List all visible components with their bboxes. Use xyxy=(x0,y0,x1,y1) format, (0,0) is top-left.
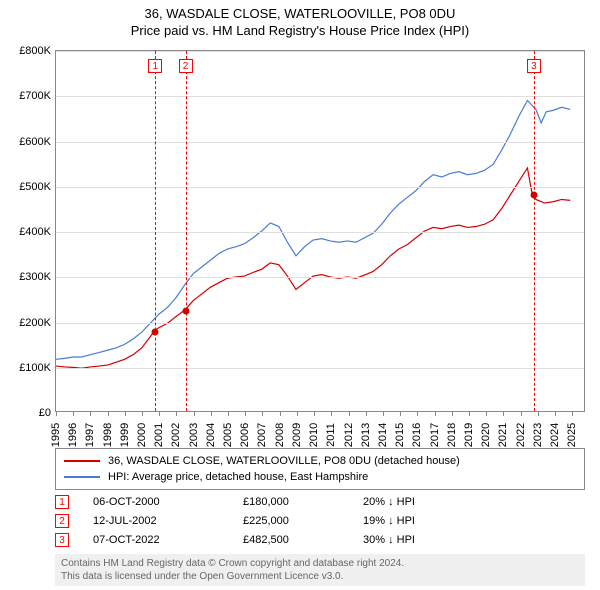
marker-guideline xyxy=(155,51,156,411)
x-axis-label: 1998 xyxy=(102,420,114,450)
x-axis-label: 2020 xyxy=(480,420,492,450)
x-axis-label: 1995 xyxy=(50,420,62,450)
marker-guideline xyxy=(186,51,187,411)
y-axis-label: £400K xyxy=(6,226,51,238)
x-axis-label: 2004 xyxy=(205,420,217,450)
marker-guideline xyxy=(534,51,535,411)
y-axis-label: £200K xyxy=(6,317,51,329)
chart-lines-layer xyxy=(56,51,584,411)
marker-dot xyxy=(530,191,537,198)
sale-hpi-delta: 19% ↓ HPI xyxy=(363,515,415,527)
price-chart: £0£100K£200K£300K£400K£500K£600K£700K£80… xyxy=(55,50,585,412)
x-axis-label: 2009 xyxy=(291,420,303,450)
legend-item-price-paid: 36, WASDALE CLOSE, WATERLOOVILLE, PO8 0D… xyxy=(64,453,576,469)
legend-item-hpi: HPI: Average price, detached house, East… xyxy=(64,469,576,485)
x-axis-label: 2003 xyxy=(188,420,200,450)
sale-marker-box: 1 xyxy=(55,495,69,509)
marker-box-1: 1 xyxy=(148,59,162,73)
attribution-line-1: Contains HM Land Registry data © Crown c… xyxy=(61,557,579,570)
marker-box-3: 3 xyxy=(527,59,541,73)
x-axis-label: 1996 xyxy=(67,420,79,450)
sale-price: £482,500 xyxy=(243,534,363,546)
x-axis-label: 2019 xyxy=(463,420,475,450)
sale-date: 12-JUL-2002 xyxy=(93,515,243,527)
x-axis-label: 2015 xyxy=(394,420,406,450)
sale-row: 2 12-JUL-2002£225,00019% ↓ HPI xyxy=(55,511,585,530)
marker-dot xyxy=(182,308,189,315)
x-axis-label: 2014 xyxy=(377,420,389,450)
x-axis-label: 2011 xyxy=(325,420,337,450)
attribution-footer: Contains HM Land Registry data © Crown c… xyxy=(55,554,585,586)
sale-row: 1 06-OCT-2000£180,00020% ↓ HPI xyxy=(55,492,585,511)
x-axis-label: 2023 xyxy=(532,420,544,450)
y-axis-label: £800K xyxy=(6,45,51,57)
sale-date: 07-OCT-2022 xyxy=(93,534,243,546)
y-axis-label: £600K xyxy=(6,136,51,148)
x-axis-label: 2022 xyxy=(515,420,527,450)
x-axis-label: 2000 xyxy=(136,420,148,450)
x-axis-label: 2024 xyxy=(549,420,561,450)
legend: 36, WASDALE CLOSE, WATERLOOVILLE, PO8 0D… xyxy=(55,448,585,490)
sale-date: 06-OCT-2000 xyxy=(93,496,243,508)
x-axis-label: 2012 xyxy=(343,420,355,450)
sale-price: £180,000 xyxy=(243,496,363,508)
marker-dot xyxy=(152,328,159,335)
series-hpi xyxy=(56,101,570,360)
attribution-line-2: This data is licensed under the Open Gov… xyxy=(61,570,579,583)
x-axis-label: 2018 xyxy=(446,420,458,450)
x-axis-label: 1999 xyxy=(119,420,131,450)
sale-hpi-delta: 30% ↓ HPI xyxy=(363,534,415,546)
chart-title: 36, WASDALE CLOSE, WATERLOOVILLE, PO8 0D… xyxy=(0,0,600,40)
x-axis-label: 2017 xyxy=(429,420,441,450)
x-axis-label: 2013 xyxy=(360,420,372,450)
sales-events-table: 1 06-OCT-2000£180,00020% ↓ HPI 2 12-JUL-200… xyxy=(55,492,585,549)
y-axis-label: £0 xyxy=(6,407,51,419)
series-price_paid xyxy=(56,168,570,368)
title-line-2: Price paid vs. HM Land Registry's House … xyxy=(0,23,600,40)
x-axis-label: 2016 xyxy=(411,420,423,450)
legend-label: HPI: Average price, detached house, East… xyxy=(108,471,368,483)
x-axis-label: 1997 xyxy=(84,420,96,450)
sale-price: £225,000 xyxy=(243,515,363,527)
sale-hpi-delta: 20% ↓ HPI xyxy=(363,496,415,508)
marker-box-2: 2 xyxy=(179,59,193,73)
x-axis-label: 2001 xyxy=(153,420,165,450)
x-axis-label: 2007 xyxy=(256,420,268,450)
legend-label: 36, WASDALE CLOSE, WATERLOOVILLE, PO8 0D… xyxy=(108,455,460,467)
y-axis-label: £300K xyxy=(6,271,51,283)
sale-row: 3 07-OCT-2022£482,50030% ↓ HPI xyxy=(55,530,585,549)
legend-swatch xyxy=(64,460,100,462)
x-axis-label: 2010 xyxy=(308,420,320,450)
y-axis-label: £100K xyxy=(6,362,51,374)
title-line-1: 36, WASDALE CLOSE, WATERLOOVILLE, PO8 0D… xyxy=(0,6,600,23)
x-axis-label: 2021 xyxy=(497,420,509,450)
x-axis-label: 2008 xyxy=(274,420,286,450)
x-axis-label: 2006 xyxy=(239,420,251,450)
x-axis-label: 2025 xyxy=(566,420,578,450)
x-axis-label: 2002 xyxy=(170,420,182,450)
y-axis-label: £700K xyxy=(6,90,51,102)
legend-swatch xyxy=(64,476,100,478)
x-axis-label: 2005 xyxy=(222,420,234,450)
sale-marker-box: 2 xyxy=(55,514,69,528)
y-axis-label: £500K xyxy=(6,181,51,193)
sale-marker-box: 3 xyxy=(55,533,69,547)
